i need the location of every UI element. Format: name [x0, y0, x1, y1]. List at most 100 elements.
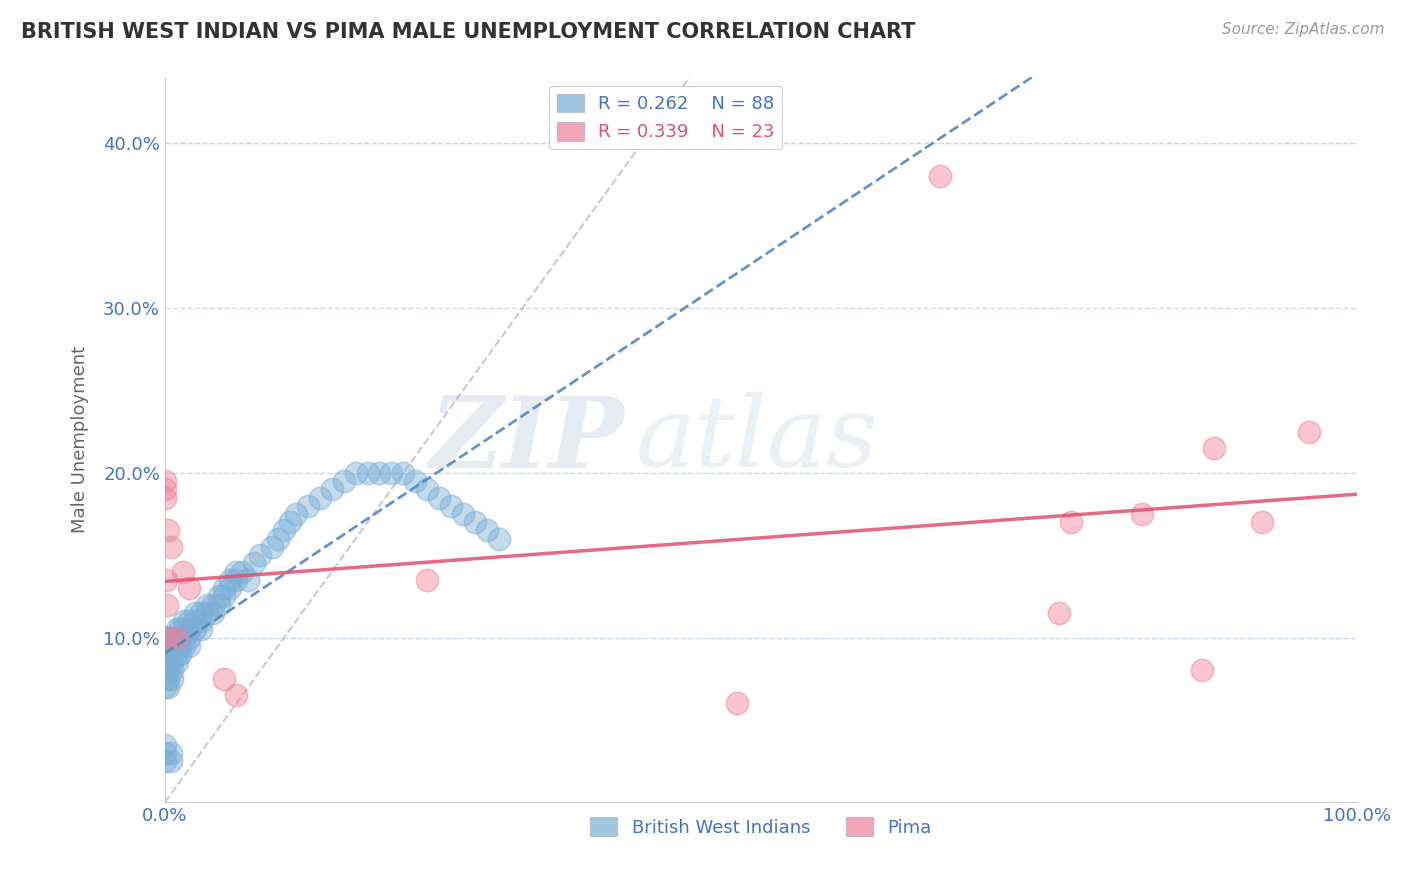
Point — [1202, 441, 1225, 455]
Point — [173, 639, 195, 653]
Point — [157, 655, 180, 669]
Point — [166, 647, 188, 661]
Text: BRITISH WEST INDIAN VS PIMA MALE UNEMPLOYMENT CORRELATION CHART: BRITISH WEST INDIAN VS PIMA MALE UNEMPLO… — [21, 22, 915, 42]
Point — [155, 573, 177, 587]
Point — [214, 590, 236, 604]
Point — [173, 614, 195, 628]
Point — [166, 631, 188, 645]
Point — [344, 466, 367, 480]
Point — [267, 532, 290, 546]
Point — [153, 746, 176, 760]
Point — [404, 474, 426, 488]
Point — [207, 598, 229, 612]
Point — [243, 557, 266, 571]
Point — [169, 647, 191, 661]
Point — [219, 581, 242, 595]
Point — [225, 565, 247, 579]
Point — [157, 664, 180, 678]
Point — [183, 614, 205, 628]
Text: Source: ZipAtlas.com: Source: ZipAtlas.com — [1222, 22, 1385, 37]
Point — [153, 754, 176, 768]
Point — [153, 738, 176, 752]
Point — [380, 466, 402, 480]
Point — [177, 581, 200, 595]
Point — [278, 515, 301, 529]
Point — [928, 169, 950, 184]
Point — [183, 622, 205, 636]
Point — [190, 606, 212, 620]
Point — [177, 622, 200, 636]
Point — [219, 573, 242, 587]
Point — [160, 631, 183, 645]
Point — [169, 639, 191, 653]
Y-axis label: Male Unemployment: Male Unemployment — [72, 346, 89, 533]
Point — [427, 491, 450, 505]
Point — [285, 507, 308, 521]
Point — [156, 598, 179, 612]
Point — [157, 524, 180, 538]
Point — [262, 540, 284, 554]
Point — [273, 524, 295, 538]
Point — [160, 639, 183, 653]
Point — [201, 606, 224, 620]
Point — [153, 655, 176, 669]
Point — [159, 754, 181, 768]
Point — [238, 573, 260, 587]
Point — [166, 631, 188, 645]
Point — [166, 622, 188, 636]
Point — [488, 532, 510, 546]
Point — [172, 565, 194, 579]
Text: atlas: atlas — [636, 392, 879, 488]
Point — [159, 540, 181, 554]
Point — [153, 680, 176, 694]
Point — [195, 598, 218, 612]
Point — [214, 581, 236, 595]
Point — [166, 655, 188, 669]
Point — [157, 639, 180, 653]
Point — [416, 573, 439, 587]
Point — [153, 672, 176, 686]
Point — [177, 614, 200, 628]
Text: ZIP: ZIP — [429, 392, 624, 488]
Point — [177, 631, 200, 645]
Point — [160, 647, 183, 661]
Point — [416, 483, 439, 497]
Point — [153, 631, 176, 645]
Point — [214, 672, 236, 686]
Point — [392, 466, 415, 480]
Point — [725, 697, 748, 711]
Point — [166, 639, 188, 653]
Point — [153, 474, 176, 488]
Point — [177, 639, 200, 653]
Point — [183, 606, 205, 620]
Point — [169, 622, 191, 636]
Point — [308, 491, 330, 505]
Point — [169, 631, 191, 645]
Point — [173, 622, 195, 636]
Point — [195, 606, 218, 620]
Point — [160, 655, 183, 669]
Point — [157, 631, 180, 645]
Point — [440, 499, 463, 513]
Point — [153, 491, 176, 505]
Point — [201, 598, 224, 612]
Point — [157, 672, 180, 686]
Point — [160, 664, 183, 678]
Point — [157, 647, 180, 661]
Point — [475, 524, 498, 538]
Point — [321, 483, 343, 497]
Point — [225, 573, 247, 587]
Point — [153, 483, 176, 497]
Point — [1250, 515, 1272, 529]
Point — [297, 499, 319, 513]
Point — [356, 466, 378, 480]
Point — [153, 639, 176, 653]
Point — [451, 507, 474, 521]
Point — [157, 680, 180, 694]
Point — [190, 614, 212, 628]
Point — [159, 746, 181, 760]
Point — [160, 672, 183, 686]
Point — [1047, 606, 1070, 620]
Point — [249, 548, 271, 562]
Point — [153, 647, 176, 661]
